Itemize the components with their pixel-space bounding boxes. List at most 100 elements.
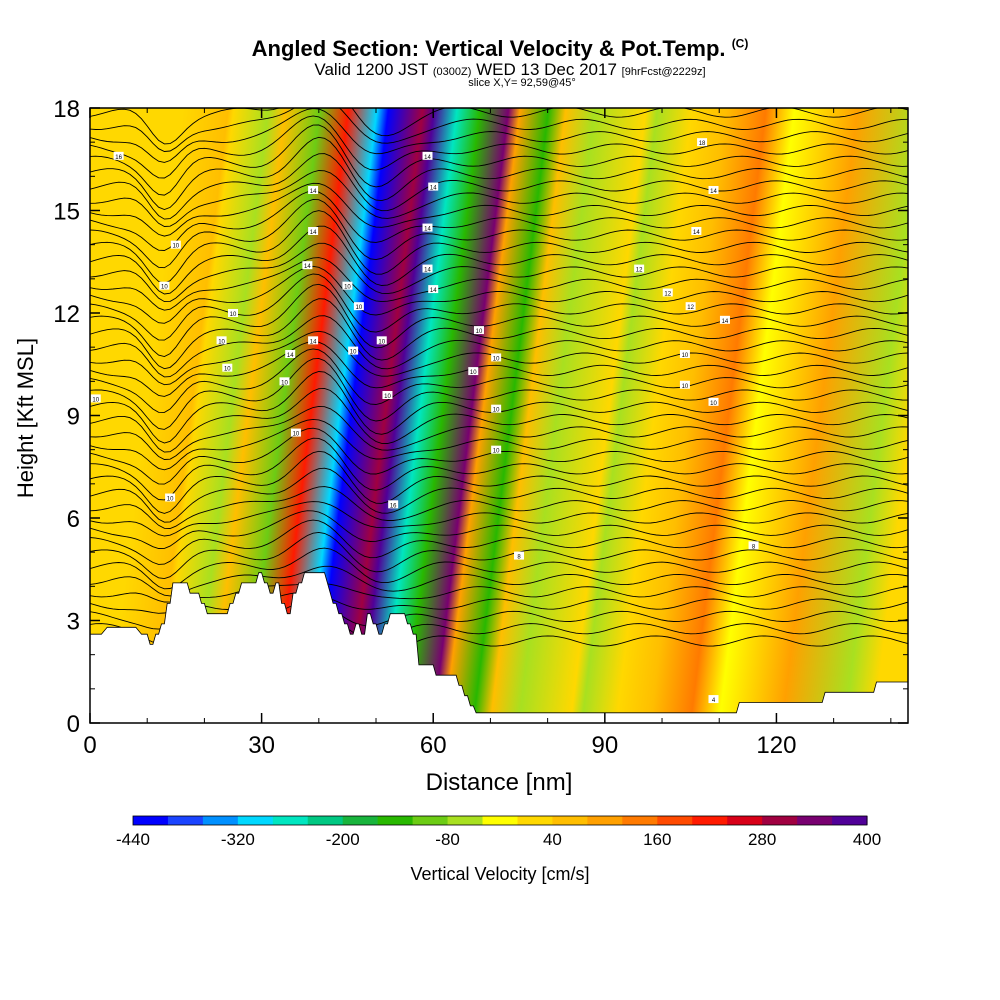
contour-label-text: 10 [682,384,689,390]
contour-label-text: 10 [378,339,385,345]
y-tick-label: 6 [67,506,80,533]
contour-label: 14 [308,227,319,236]
contour-label: 10 [228,309,239,318]
contour-label-text: 10 [344,285,351,291]
colorbar-tick-label: 160 [643,830,671,849]
contour-label-text: 10 [224,367,231,373]
contour-label-text: 14 [424,155,431,161]
colorbar-swatch [692,816,728,825]
y-tick-label: 3 [67,609,80,636]
contour-label-text: 10 [710,401,717,407]
theta-contour [90,283,908,357]
contour-label-text: 10 [350,350,357,356]
colorbar-swatch [377,816,414,825]
theta-contour [90,582,908,603]
contour-label-text: 14 [710,189,717,195]
x-tick-label: 0 [83,732,96,759]
contour-label: 10 [222,363,233,373]
contour-label-text: 10 [493,356,500,362]
contour-label: 4 [708,695,719,704]
x-tick-label: 90 [591,732,618,759]
contour-label: 12 [685,302,696,311]
colorbar-swatch [447,816,484,825]
theta-contour [90,387,908,453]
vertical-velocity-field [90,108,908,723]
theta-contour [90,242,908,303]
contour-label-text: 14 [722,319,729,325]
axes: 0 30 60 90 120 0 3 6 9 12 15 18 [53,96,908,759]
contour-label-text: 14 [310,189,317,195]
contour-label: 10 [165,493,176,503]
contour-label: 14 [428,182,439,192]
colorbar-swatch [587,816,623,825]
theta-contour [90,501,908,537]
contour-label-text: 14 [287,353,294,359]
contour-label-text: 10 [476,329,483,335]
contour-label-text: 18 [699,141,706,147]
contour-label: 10 [170,240,181,250]
colorbar-swatch [307,816,344,825]
theta-contour [90,531,908,580]
terrain [90,572,908,723]
contour-label-text: 14 [430,186,437,192]
colorbar-swatch [622,816,658,825]
contour-label: 10 [491,353,502,362]
contour-label-text: 14 [424,227,431,233]
contour-label-text: 10 [167,497,174,503]
contour-label-text: 10 [384,394,391,400]
contour-label: 14 [422,223,433,233]
colorbar-tick-label: -320 [221,830,255,849]
contour-label-text: 10 [281,380,288,386]
contour-label-text: 14 [310,230,317,236]
contour-label-text: 10 [293,432,300,438]
contour-label: 10 [708,397,719,407]
colorbar-swatch [202,816,239,825]
theta-contour [90,348,908,413]
contour-label: 14 [285,350,296,359]
theta-contour [90,124,908,196]
contour-label-text: 14 [304,264,311,270]
colorbar-swatch [133,816,169,825]
y-tick-label: 9 [67,404,80,431]
x-axis-label: Distance [nm] [426,769,573,796]
theta-contour [90,298,908,370]
theta-contour [90,108,908,152]
contour-label: 10 [90,394,101,403]
theta-contour [90,405,908,460]
colorbar-swatch [657,816,693,825]
colorbar-swatch [167,816,204,825]
y-tick-label: 18 [53,96,80,123]
x-tick-label: 120 [756,732,796,759]
contour-label-text: 10 [470,370,477,376]
slice-info: slice X,Y= 92,59@45° [468,77,576,89]
contour-labels: 16 10 10 10 10 10 10 10 14 14 14 14 14 10 10 10 10 10 10 10… [90,138,759,704]
contour-label: 8 [748,541,759,550]
contour-label: 10 [376,336,387,345]
theta-contour [90,273,908,341]
colorbar-swatch [412,816,449,825]
contour-label-text: 8 [517,555,521,561]
colorbar-swatch [797,816,833,825]
theta-contour [90,153,908,220]
theta-contour [90,450,908,514]
colorbar-tick-label: -200 [326,830,360,849]
contour-label-text: 4 [712,698,716,704]
contour-label-text: 12 [636,268,643,274]
colorbar-tick-label: 280 [748,830,776,849]
theta-contour [90,210,908,284]
contour-label: 10 [348,346,359,356]
theta-contour [90,341,908,397]
colorbar-tick-label: 40 [543,830,562,849]
colorbar-swatch [762,816,798,825]
chart-title: Angled Section: Vertical Velocity & Pot.… [251,36,749,61]
contour-label: 14 [308,186,319,195]
contour-label-text: 14 [693,230,700,236]
copyright-mark: (C) [731,36,749,51]
contour-label-text: 10 [682,353,689,359]
colorbar-tick-label: -440 [116,830,150,849]
colorbar-tick-label: 400 [853,830,881,849]
theta-contour [90,136,908,210]
theta-contour [90,115,908,179]
contour-label: 10 [473,326,484,335]
